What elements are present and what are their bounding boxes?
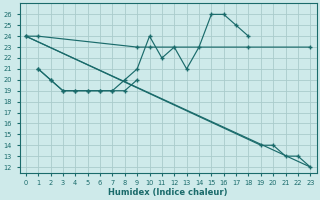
X-axis label: Humidex (Indice chaleur): Humidex (Indice chaleur) [108,188,228,197]
